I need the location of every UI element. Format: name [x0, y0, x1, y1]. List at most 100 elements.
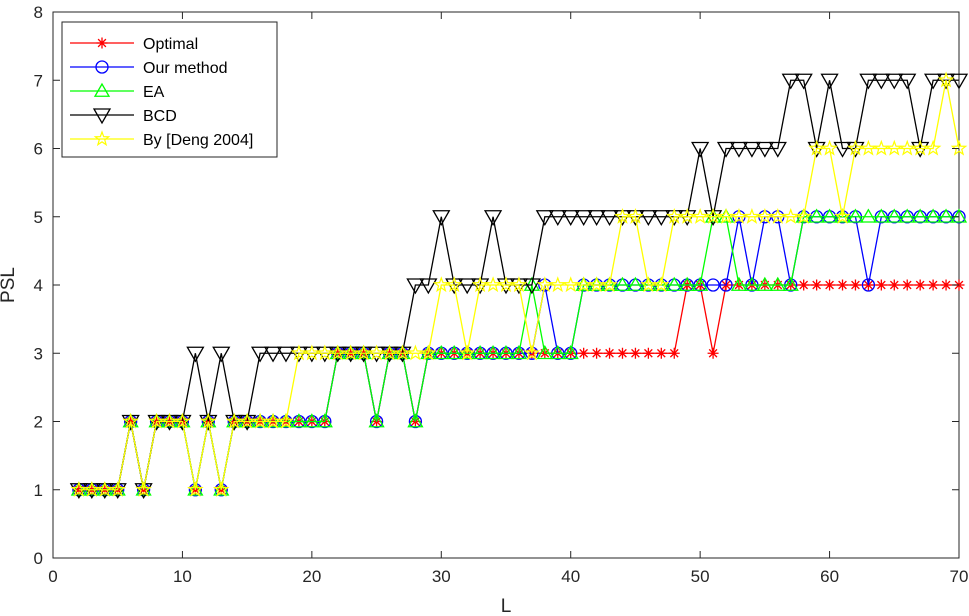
y-tick-label: 3: [34, 344, 43, 363]
data-point: [536, 276, 554, 293]
data-point: [574, 210, 593, 227]
data-point: [614, 208, 631, 224]
data-point: [653, 276, 670, 293]
legend-entry: EA: [70, 82, 165, 101]
y-tick-label: 0: [34, 549, 43, 568]
axis-layer: 0 10 20 30 40 50 60 70 0 1 2 3 4 5 6 7 8: [34, 3, 969, 586]
data-point: [394, 344, 411, 360]
data-point: [484, 276, 502, 293]
data-point: [578, 347, 590, 359]
legend-label: Our method: [143, 60, 227, 77]
data-point: [692, 276, 709, 291]
data-point: [820, 73, 839, 90]
data-point: [264, 412, 282, 429]
data-point: [629, 347, 641, 359]
data-point: [768, 141, 787, 158]
y-tick-label: 1: [34, 481, 43, 500]
data-point: [407, 344, 424, 361]
data-point: [316, 344, 334, 361]
data-point: [798, 279, 810, 291]
data-point: [849, 279, 861, 291]
x-tick-label: 0: [48, 567, 57, 586]
y-tick-label: 7: [34, 71, 43, 90]
data-point: [83, 481, 100, 496]
data-point: [808, 139, 825, 156]
data-point: [717, 208, 735, 223]
data-point: [924, 208, 942, 223]
data-point: [769, 276, 786, 291]
data-point: [122, 413, 139, 428]
data-point: [706, 278, 720, 292]
x-tick-label: 70: [950, 567, 969, 586]
series-layer: [69, 71, 969, 500]
legend-label: EA: [143, 84, 165, 101]
data-point: [148, 413, 165, 428]
data-point: [174, 413, 191, 428]
data-point: [561, 210, 580, 227]
data-point: [548, 210, 567, 227]
data-point: [329, 344, 347, 361]
data-point: [484, 344, 502, 360]
data-point: [251, 412, 269, 429]
data-point: [497, 344, 515, 360]
data-point: [591, 347, 603, 359]
legend-label: Optimal: [143, 36, 198, 53]
data-point: [187, 481, 204, 497]
legend-marker: [93, 82, 111, 97]
data-point: [329, 344, 346, 360]
data-point: [459, 344, 476, 360]
data-point: [122, 412, 139, 429]
data-point: [655, 347, 667, 359]
data-point: [873, 208, 890, 223]
data-point: [834, 208, 851, 223]
data-point: [264, 413, 282, 428]
data-point: [873, 139, 890, 156]
x-tick-label: 20: [302, 567, 321, 586]
legend-box: [61, 21, 278, 158]
data-point: [109, 481, 126, 496]
data-point: [950, 139, 968, 156]
data-point: [83, 481, 101, 497]
data-point: [794, 73, 813, 90]
data-point: [847, 139, 864, 156]
y-tick-label: 6: [34, 140, 43, 159]
series-4: [70, 71, 968, 497]
legend-label: BCD: [143, 108, 177, 125]
data-point: [446, 344, 463, 360]
data-point: [833, 141, 852, 158]
data-point: [290, 344, 308, 361]
data-point: [811, 279, 823, 291]
data-point: [471, 276, 489, 293]
data-point: [719, 278, 733, 292]
data-point: [522, 278, 542, 295]
data-point: [342, 344, 359, 360]
data-point: [406, 278, 425, 295]
data-point: [795, 208, 812, 224]
x-tick-label: 50: [691, 567, 710, 586]
data-point: [601, 276, 618, 291]
data-point: [782, 208, 800, 224]
data-point: [795, 208, 812, 223]
data-point: [212, 346, 231, 363]
data-point: [808, 208, 825, 223]
data-point: [937, 71, 955, 88]
data-point: [821, 139, 838, 156]
data-point: [782, 276, 799, 291]
y-axis-title: PSL: [0, 267, 19, 303]
data-point: [898, 139, 916, 156]
data-point: [187, 481, 204, 496]
data-point: [213, 481, 230, 496]
data-point: [535, 210, 554, 227]
data-point: [653, 276, 670, 291]
data-point: [588, 276, 605, 291]
data-point: [342, 344, 359, 361]
data-point: [588, 276, 605, 293]
data-point: [756, 208, 774, 224]
data-point: [888, 279, 900, 291]
data-point: [678, 208, 696, 224]
data-point: [407, 413, 424, 428]
x-axis-title: L: [501, 596, 512, 616]
data-point: [200, 412, 217, 429]
data-point: [923, 73, 943, 90]
data-point: [730, 276, 748, 291]
